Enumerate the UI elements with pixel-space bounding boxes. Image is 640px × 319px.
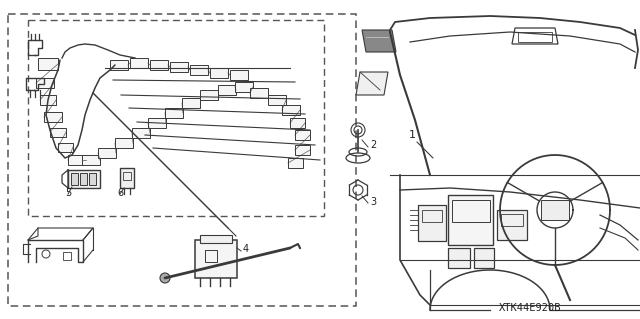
Bar bbox=[110, 60, 128, 70]
Bar bbox=[418, 205, 446, 241]
Polygon shape bbox=[362, 30, 396, 52]
Bar bbox=[205, 250, 217, 262]
Bar bbox=[268, 95, 286, 105]
Bar bbox=[448, 248, 470, 268]
Bar bbox=[474, 248, 494, 268]
Bar bbox=[200, 235, 232, 243]
Bar bbox=[518, 32, 552, 42]
Bar bbox=[182, 98, 200, 108]
Bar bbox=[165, 108, 183, 118]
Bar bbox=[295, 130, 310, 140]
Bar bbox=[230, 70, 248, 80]
Bar bbox=[44, 112, 62, 122]
Bar bbox=[170, 62, 188, 72]
Polygon shape bbox=[356, 72, 388, 95]
Bar bbox=[448, 195, 493, 245]
Bar bbox=[250, 88, 268, 98]
Bar bbox=[295, 145, 310, 155]
Bar bbox=[200, 90, 218, 100]
Bar bbox=[68, 170, 100, 188]
Bar bbox=[501, 214, 523, 226]
Bar bbox=[132, 128, 150, 138]
Text: XTK44E920B: XTK44E920B bbox=[499, 303, 561, 313]
Bar bbox=[190, 65, 208, 75]
Bar bbox=[210, 68, 228, 78]
Bar bbox=[218, 85, 236, 95]
Bar bbox=[148, 118, 166, 128]
Bar bbox=[38, 58, 58, 70]
Bar bbox=[235, 82, 253, 92]
Bar bbox=[71, 173, 78, 185]
Bar bbox=[98, 148, 116, 158]
Bar bbox=[50, 128, 66, 137]
Bar bbox=[82, 155, 100, 165]
Text: 2: 2 bbox=[370, 140, 376, 150]
Bar bbox=[422, 210, 442, 222]
Bar bbox=[150, 60, 168, 70]
Bar bbox=[290, 118, 305, 128]
Bar bbox=[120, 168, 134, 188]
Bar bbox=[40, 95, 56, 105]
Bar bbox=[28, 20, 324, 216]
Bar bbox=[115, 138, 133, 148]
Text: 3: 3 bbox=[370, 197, 376, 207]
Bar bbox=[63, 252, 71, 260]
Text: 1: 1 bbox=[408, 130, 415, 140]
Bar bbox=[123, 172, 131, 180]
Bar bbox=[36, 78, 54, 88]
Bar bbox=[288, 158, 303, 168]
Bar bbox=[80, 173, 87, 185]
Bar bbox=[8, 14, 356, 306]
Text: 6: 6 bbox=[117, 188, 123, 198]
Bar bbox=[130, 58, 148, 68]
Bar bbox=[58, 143, 73, 152]
Bar bbox=[541, 200, 569, 220]
Bar bbox=[497, 210, 527, 240]
Bar bbox=[195, 240, 237, 278]
Text: 4: 4 bbox=[243, 244, 249, 254]
Circle shape bbox=[160, 273, 170, 283]
Bar bbox=[68, 155, 86, 165]
Bar bbox=[452, 200, 490, 222]
Bar bbox=[89, 173, 96, 185]
Bar bbox=[282, 105, 300, 115]
Text: 5: 5 bbox=[65, 188, 71, 198]
